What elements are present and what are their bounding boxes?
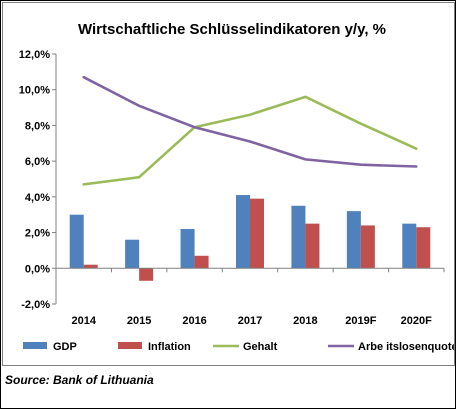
y-tick-label: 10,0% [19, 85, 50, 97]
x-tick-label: 2019F [345, 315, 376, 327]
x-tick-label: 2020F [401, 315, 432, 327]
y-tick-label: 4,0% [25, 192, 50, 204]
x-tick-label: 2018 [293, 315, 317, 327]
bar-gdp [125, 239, 140, 269]
bar-gdp [69, 214, 84, 269]
x-tick-label: 2017 [238, 315, 262, 327]
y-tick-label: 2,0% [25, 228, 50, 240]
bar-inflation [416, 227, 431, 269]
bar-gdp [402, 223, 417, 269]
legend-label-gehalt: Gehalt [243, 341, 278, 353]
y-tick-label: 6,0% [25, 156, 50, 168]
source-note: Source: Bank of Lithuania [5, 373, 154, 387]
y-tick-label: 12,0% [19, 49, 50, 61]
y-axis-ticks: -2,0% 0,0% 2,0% 4,0% 6,0% 8,0% 10,0% 12,0% [19, 49, 50, 311]
legend-label-gdp: GDP [53, 341, 77, 353]
chart-area: Wirtschaftliche Schlüsselindikatoren y/y… [2, 2, 458, 366]
x-tick-label: 2016 [182, 315, 206, 327]
bar-inflation [250, 198, 264, 269]
bar-inflation [194, 255, 209, 269]
bar-gdp [346, 211, 361, 269]
bar-inflation [360, 225, 375, 269]
legend-label-arbe-itslosenquote: Arbe itslosenquote [358, 341, 454, 353]
x-axis-ticks: 2014 2015 2016 2017 2018 2019F 2020F [71, 315, 432, 327]
bars [69, 195, 431, 281]
line-arbe-itslosenquote [82, 75, 418, 168]
bar-inflation [83, 264, 98, 269]
x-tick-label: 2014 [71, 315, 96, 327]
bar-gdp [180, 229, 195, 269]
bar-gdp [236, 195, 250, 269]
legend-label-inflation: Inflation [148, 341, 191, 353]
x-tick-label: 2015 [127, 315, 151, 327]
bar-inflation [139, 268, 154, 281]
line-gehalt [82, 95, 418, 186]
legend-swatch-inflation [118, 342, 142, 349]
y-tick-label: -2,0% [21, 299, 50, 311]
chart-title: Wirtschaftliche Schlüsselindikatoren y/y… [78, 21, 386, 38]
y-tick-label: 8,0% [25, 120, 50, 132]
bar-inflation [305, 223, 320, 269]
legend: GDP Inflation Gehalt Arbe itslosenquote [23, 341, 458, 353]
bar-gdp [291, 205, 306, 269]
legend-swatch-gdp [23, 342, 47, 349]
series-lines [82, 75, 418, 186]
chart-svg: Wirtschaftliche Schlüsselindikatoren y/y… [19, 21, 458, 353]
y-tick-label: 0,0% [25, 263, 50, 275]
axes [52, 53, 445, 305]
